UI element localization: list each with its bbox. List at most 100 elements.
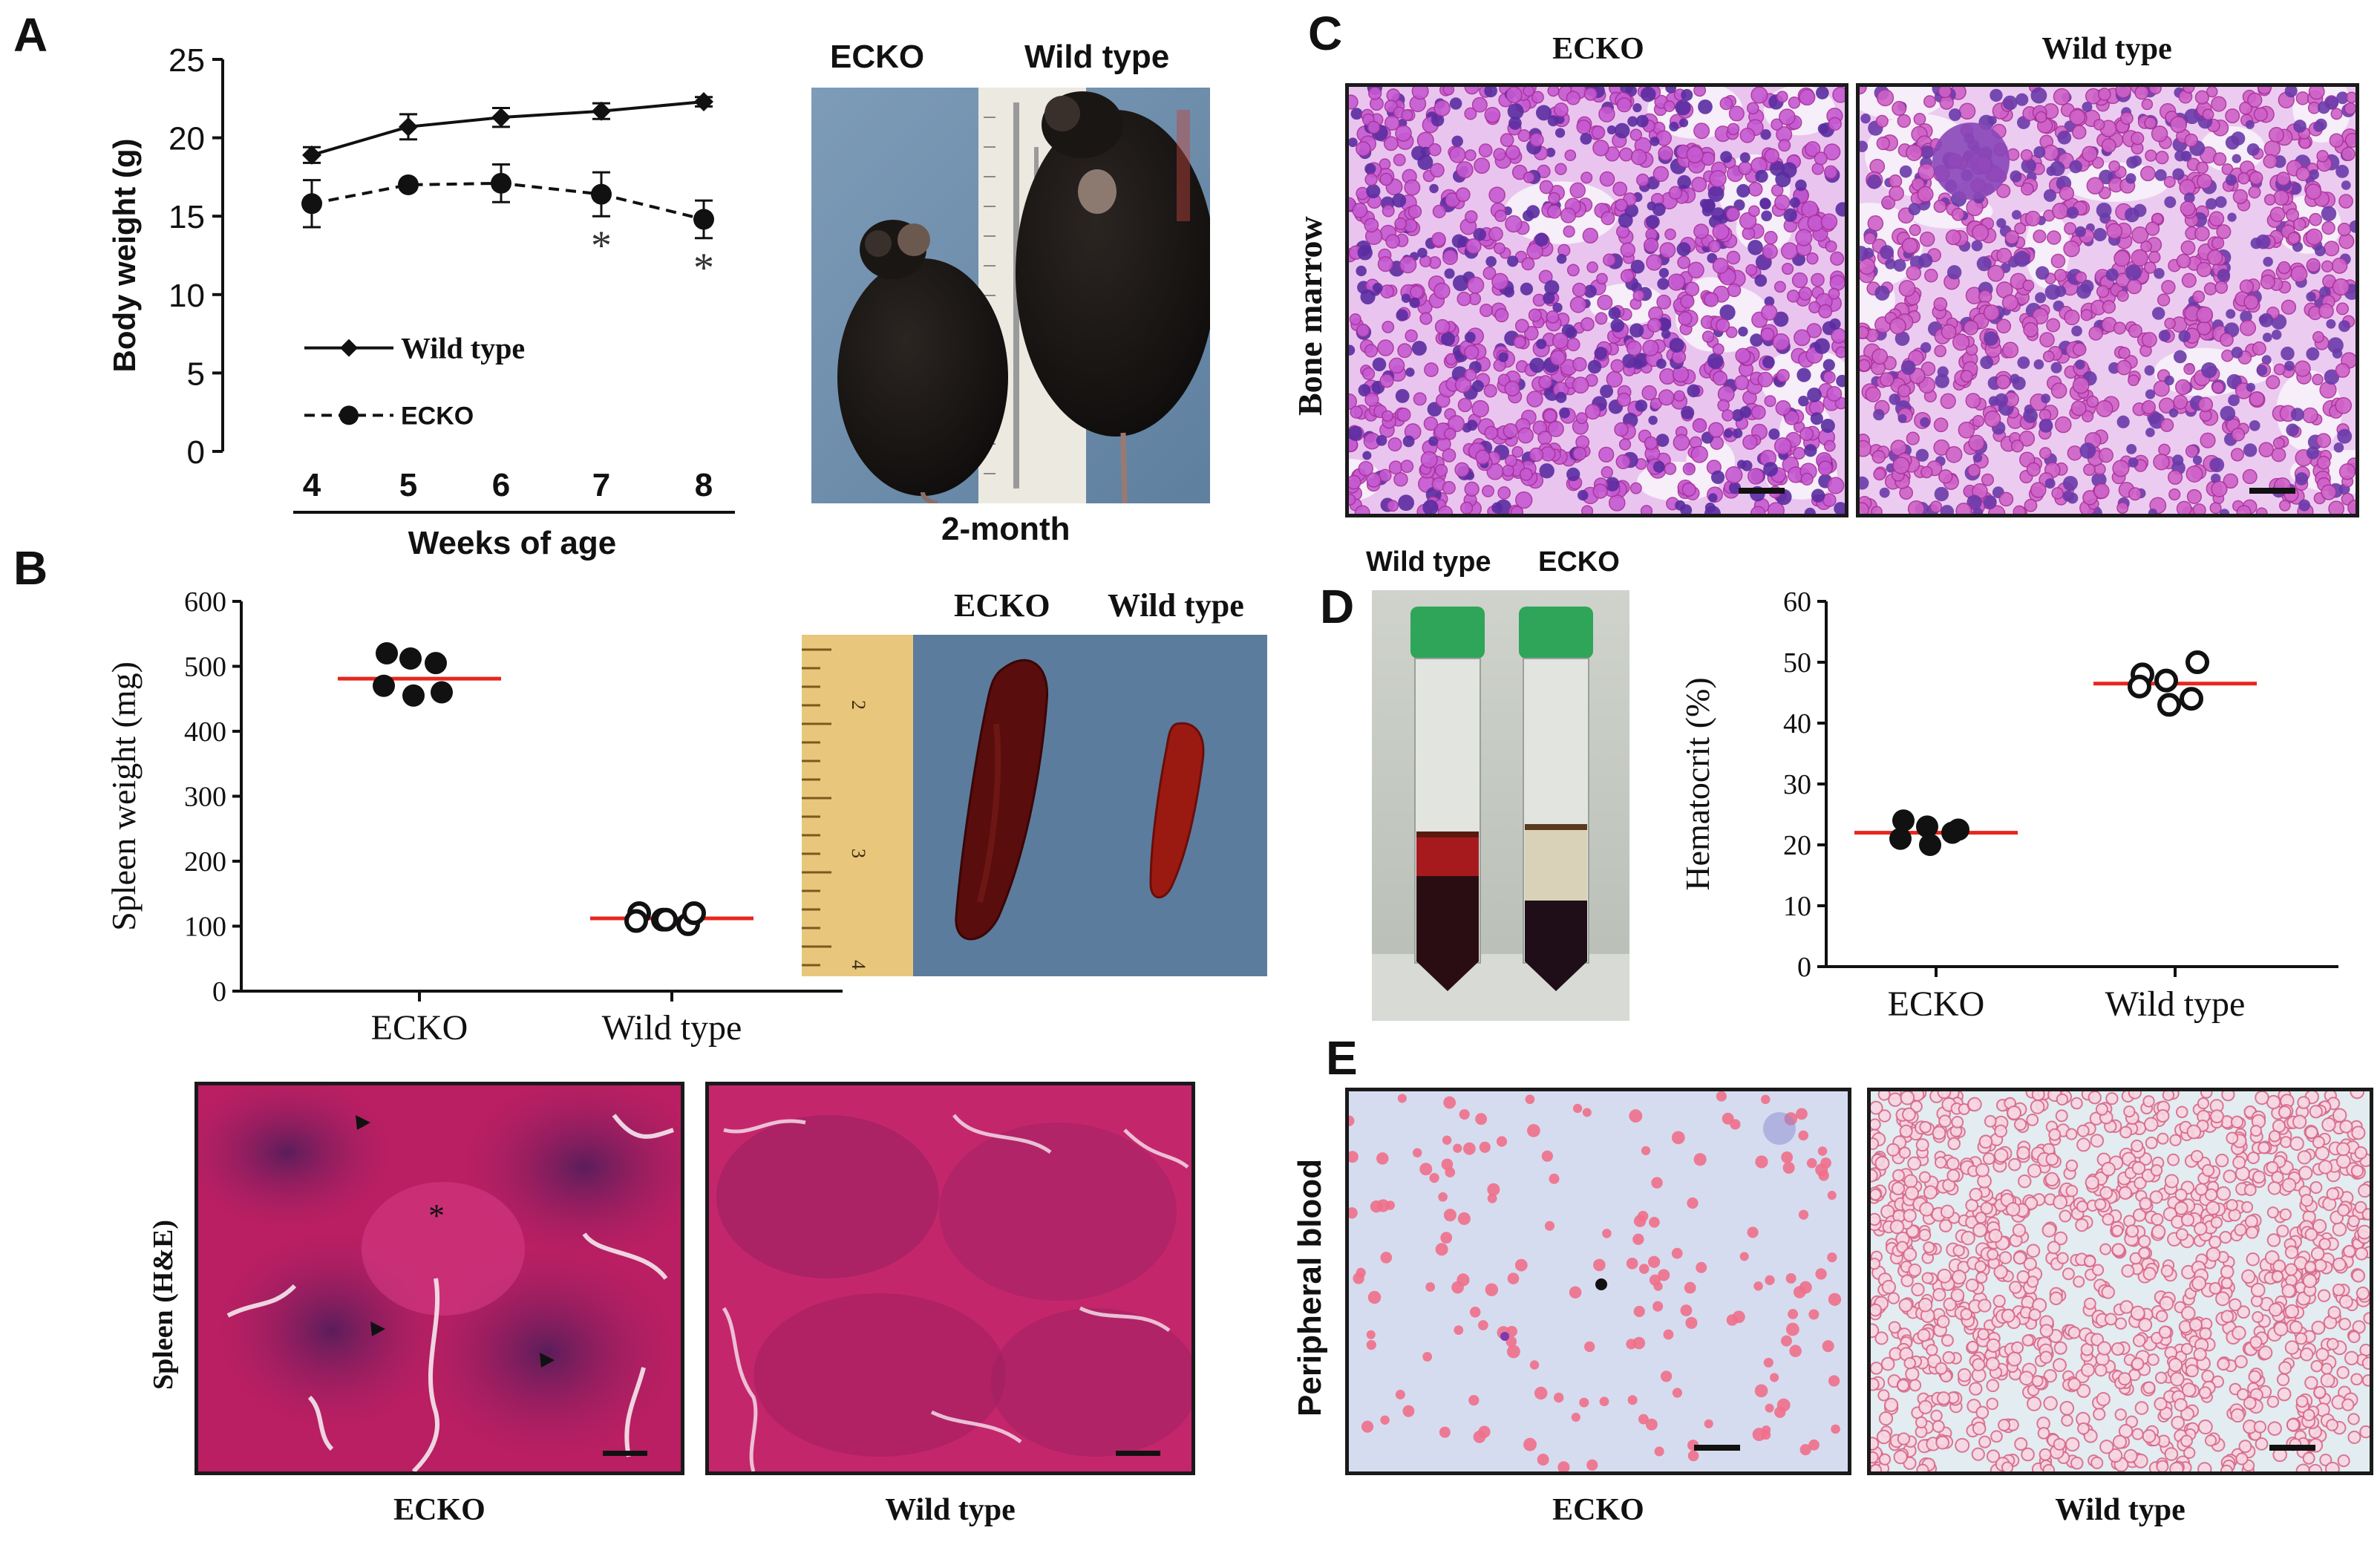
cell <box>1727 122 1740 136</box>
cell <box>1739 128 1756 143</box>
cell <box>1475 449 1491 465</box>
cell <box>2211 236 2225 250</box>
cell <box>1784 410 1799 425</box>
red-blood-cell <box>2354 1146 2368 1160</box>
cell <box>1831 327 1845 344</box>
cell <box>2337 222 2352 237</box>
cell <box>2332 348 2343 359</box>
red-blood-cell <box>2206 1200 2220 1215</box>
red-blood-cell <box>2111 1243 2125 1257</box>
red-blood-cell <box>1828 1293 1842 1306</box>
red-blood-cell <box>1935 1435 1950 1450</box>
cell <box>1494 307 1509 323</box>
cell <box>1996 218 2007 229</box>
cell <box>1898 280 1916 297</box>
cell <box>1945 445 1963 463</box>
red-blood-cell <box>2013 1251 2027 1265</box>
red-blood-cell <box>2358 1183 2370 1198</box>
red-blood-cell <box>2130 1305 2145 1321</box>
red-blood-cell <box>2210 1216 2223 1229</box>
cell <box>2013 250 2030 267</box>
cell <box>1871 506 1883 514</box>
cell <box>1984 495 1997 509</box>
cell <box>1820 419 1835 434</box>
cell <box>1464 87 1480 95</box>
cell <box>1652 203 1666 217</box>
hne-asterisk: * <box>428 1198 445 1234</box>
red-blood-cell <box>1376 1152 1389 1165</box>
cell <box>1980 356 1994 370</box>
cell <box>1946 265 1962 280</box>
red-blood-cell <box>1370 1200 1383 1213</box>
red-blood-cell <box>2304 1126 2318 1140</box>
cell <box>1599 171 1615 187</box>
red-blood-cell <box>2042 1463 2056 1471</box>
cell <box>1484 106 1501 123</box>
red-blood-cell <box>2226 1198 2238 1212</box>
cell <box>1500 133 1514 147</box>
red-blood-cell <box>2114 1408 2127 1421</box>
cell <box>2281 299 2297 315</box>
red-blood-cell <box>2311 1320 2326 1335</box>
cell <box>2052 203 2069 220</box>
cell <box>1773 437 1792 455</box>
cell <box>1366 472 1382 488</box>
cell <box>2331 258 2348 274</box>
red-blood-cell <box>1889 1219 1905 1235</box>
red-blood-cell <box>2273 1322 2289 1336</box>
red-blood-cell <box>2339 1120 2353 1134</box>
red-blood-cell <box>1908 1263 1922 1277</box>
red-blood-cell <box>2171 1416 2186 1430</box>
red-blood-cell <box>2021 1447 2035 1462</box>
cell <box>2205 197 2217 210</box>
cell <box>1432 204 1446 218</box>
cell <box>1362 451 1372 460</box>
red-blood-cell <box>2175 1105 2188 1119</box>
cell <box>1643 238 1659 253</box>
cell <box>1488 226 1503 242</box>
red-blood-cell <box>1356 1267 1366 1278</box>
cell <box>1762 244 1778 260</box>
red-blood-cell <box>1880 1356 1895 1371</box>
cell <box>2245 120 2255 129</box>
red-blood-cell <box>2026 1275 2039 1288</box>
cell <box>2115 87 2131 99</box>
cell <box>2294 360 2311 377</box>
cell <box>1566 337 1580 352</box>
cell <box>1596 272 1608 285</box>
red-blood-cell <box>2351 1126 2366 1140</box>
cell <box>1377 256 1393 272</box>
red-blood-cell <box>1571 1412 1580 1422</box>
cell <box>2057 130 2072 145</box>
red-blood-cell <box>1739 1252 1749 1261</box>
red-blood-cell <box>1754 1384 1768 1398</box>
cell <box>2176 253 2191 269</box>
cell <box>2302 407 2318 424</box>
red-blood-cell <box>2180 1407 2194 1422</box>
red-blood-cell <box>1808 1439 1820 1451</box>
red-blood-cell <box>1915 1416 1928 1429</box>
red-blood-cell <box>1930 1409 1943 1422</box>
cell <box>1676 242 1691 257</box>
cell <box>1629 128 1643 141</box>
red-blood-cell <box>1796 1108 1808 1120</box>
cell <box>1534 232 1549 247</box>
data-point <box>2128 674 2151 699</box>
cell <box>1829 318 1841 330</box>
cell <box>2219 509 2230 514</box>
cell <box>1873 468 1886 481</box>
cell <box>1709 170 1727 188</box>
cell <box>1955 502 1972 514</box>
cell <box>1776 91 1788 103</box>
red-blood-cell <box>1785 1322 1799 1336</box>
cell <box>1757 371 1773 388</box>
red-blood-cell <box>1874 1331 1889 1345</box>
red-blood-cell <box>1893 1449 1908 1465</box>
cell <box>1555 391 1567 403</box>
cell <box>1668 186 1683 200</box>
red-blood-cell <box>2313 1385 2327 1399</box>
red-blood-cell <box>1349 1151 1359 1163</box>
cell <box>1528 308 1542 322</box>
red-blood-cell <box>2309 1181 2323 1195</box>
